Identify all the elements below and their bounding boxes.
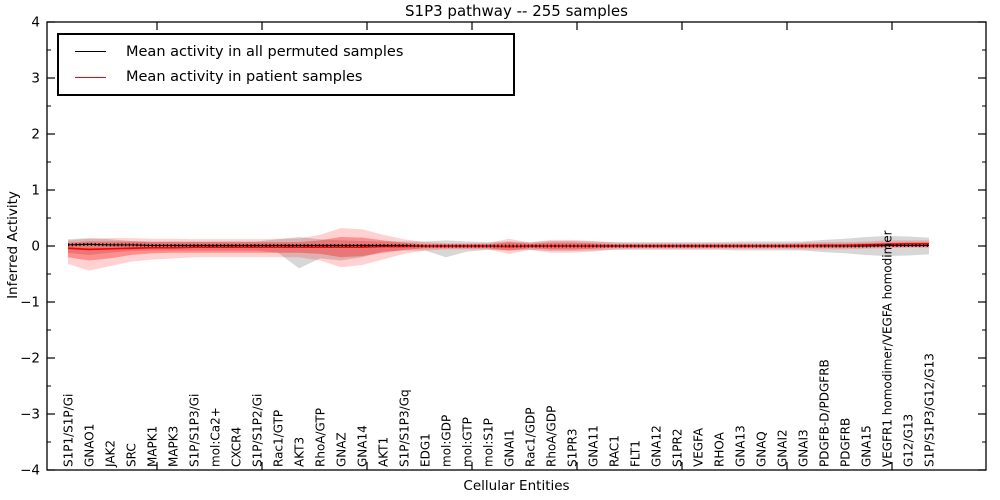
legend-item-permuted: Mean activity in all permuted samples (59, 40, 513, 64)
y-tick-label: 3 (31, 71, 40, 87)
permuted-mean-line-dashes (67, 242, 929, 248)
x-axis-title: Cellular Entities (463, 478, 570, 494)
x-tick-label: mol:S1P (482, 418, 496, 467)
x-axis-ticks (156, 22, 893, 470)
x-tick-label: mol:GDP (440, 415, 454, 467)
x-tick-label: S1P/S1P3/G12/G13 (923, 353, 937, 467)
x-tick-label: AKT1 (377, 437, 391, 467)
legend-label: Mean activity in patient samples (126, 69, 363, 86)
x-tick-label: FLT1 (629, 440, 643, 467)
x-tick-label: MAPK1 (146, 426, 160, 467)
band-permuted-range (68, 235, 929, 269)
legend-label: Mean activity in all permuted samples (126, 43, 404, 60)
x-tick-label: GNA12 (650, 425, 664, 467)
x-tick-label: EDG1 (419, 433, 433, 467)
x-tick-label: S1PR2 (671, 429, 685, 467)
x-tick-label: S1P/S1P3/Gq (398, 389, 412, 467)
x-tick-label: GNAI2 (776, 429, 790, 467)
x-tick-label: VEGFA (692, 427, 706, 467)
x-tick-label: JAK2 (104, 440, 118, 468)
x-tick-label: PDGFB-D/PDGFRB (818, 359, 832, 467)
x-tick-label: RAC1 (608, 435, 622, 467)
x-tick-label: GNA15 (860, 425, 874, 467)
x-tick-label: GNA13 (734, 425, 748, 467)
x-tick-label: MAPK3 (167, 426, 181, 467)
series-lines (67, 242, 929, 251)
y-tick-label: 4 (31, 15, 40, 31)
y-axis-ticks: 4 3 2 1 0 −1 −2 −3 −4 (20, 15, 986, 479)
y-tick-label: 1 (31, 183, 40, 199)
permuted-line-swatch-icon (75, 51, 106, 53)
y-tick-label: −2 (20, 351, 40, 367)
x-tick-label: mol:Ca2+ (209, 407, 223, 467)
x-tick-label: SRC (125, 443, 139, 467)
x-tick-label: GNA14 (356, 425, 370, 467)
x-tick-label: GNAI1 (503, 429, 517, 467)
x-tick-label: S1P/S1P3/Gi (188, 394, 202, 467)
x-tick-label: GNAZ (335, 432, 349, 467)
y-tick-label: −4 (20, 463, 40, 479)
x-tick-label: S1P/S1P2/Gi (251, 394, 265, 467)
x-tick-label: G12/G13 (902, 414, 916, 467)
y-tick-label: 0 (31, 239, 40, 255)
y-tick-label: 2 (31, 127, 40, 143)
band-patient-range-inner (68, 237, 929, 261)
x-tick-label: GNAO1 (83, 424, 97, 467)
x-tick-label: CXCR4 (230, 427, 244, 467)
x-tick-label: VEGFR1 homodimer/VEGFA homodimer (881, 230, 895, 467)
y-tick-label: −3 (20, 407, 40, 423)
legend-item-patient: Mean activity in patient samples (59, 65, 513, 89)
x-tick-label: Rac1/GTP (272, 410, 286, 467)
patient-line-swatch-icon (75, 76, 106, 78)
legend: Mean activity in all permuted samples Me… (57, 33, 515, 96)
x-tick-label: RhoA/GDP (545, 406, 559, 467)
x-tick-label: S1P1/S1P/Gi (62, 394, 76, 467)
y-axis-title: Inferred Activity (5, 191, 21, 299)
x-tick-label: RHOA (713, 431, 727, 467)
x-tick-label: RhoA/GTP (314, 408, 328, 467)
x-axis-labels: S1P1/S1P/Gi GNAO1 JAK2 SRC MAPK1 MAPK3 S1P/S1P… (62, 230, 937, 468)
confidence-bands (68, 228, 929, 271)
x-tick-label: Rac1/GDP (524, 408, 538, 467)
x-tick-label: S1PR3 (566, 429, 580, 467)
y-tick-label: −1 (20, 295, 40, 311)
band-patient-range-outer (68, 228, 929, 271)
x-tick-label: GNA11 (587, 425, 601, 467)
x-tick-label: GNAQ (755, 431, 769, 467)
x-tick-label: mol:GTP (461, 417, 475, 467)
chart-title: S1P3 pathway -- 255 samples (405, 2, 628, 20)
x-tick-label: PDGFRB (839, 418, 853, 467)
x-tick-label: GNAI3 (797, 429, 811, 467)
x-tick-label: AKT3 (293, 437, 307, 467)
